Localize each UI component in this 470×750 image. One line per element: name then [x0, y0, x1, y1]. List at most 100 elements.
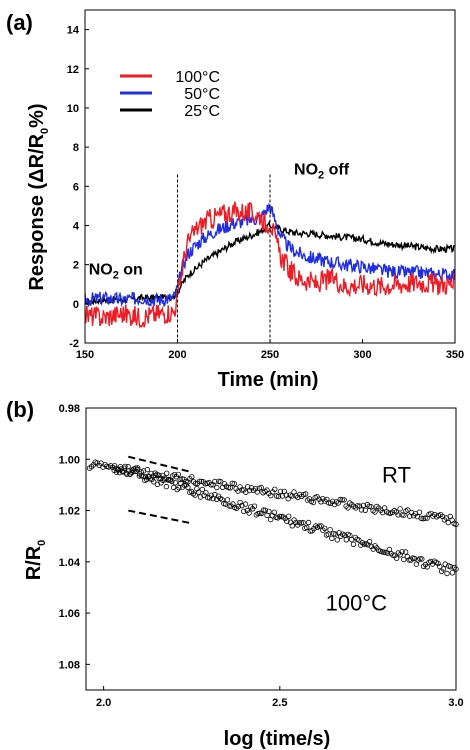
data-point [286, 513, 292, 519]
data-point [444, 570, 450, 577]
data-point [399, 549, 405, 555]
scatter-series-rt [86, 459, 459, 527]
data-point [240, 508, 247, 514]
y-tick-label: 8 [73, 142, 79, 154]
data-point [339, 497, 345, 503]
data-point [302, 491, 309, 497]
data-point [362, 507, 368, 513]
data-point [266, 508, 272, 515]
data-point [251, 503, 258, 509]
data-point [402, 549, 409, 555]
data-point [142, 474, 149, 480]
data-point [152, 472, 159, 479]
x-tick-label: 2.5 [272, 697, 287, 709]
data-point [424, 564, 430, 570]
data-point [397, 552, 403, 558]
panel-b-label: (b) [6, 397, 34, 422]
data-point [422, 515, 428, 521]
data-point [145, 473, 152, 479]
y-tick-label: 1.08 [59, 659, 80, 671]
y-tick-label: 2 [73, 260, 79, 272]
data-point [360, 502, 367, 509]
data-point [242, 501, 249, 507]
y-tick-label: 10 [67, 103, 79, 115]
data-point [399, 512, 405, 518]
y-tick-label: 1.02 [59, 506, 80, 518]
data-point [203, 490, 209, 496]
data-point [395, 550, 402, 556]
data-point [196, 478, 203, 484]
data-point [133, 468, 139, 475]
series-line-100c [84, 201, 456, 329]
data-point [231, 481, 237, 487]
data-point [354, 503, 361, 509]
y-tick-label: 4 [73, 220, 80, 232]
data-point [225, 484, 232, 491]
data-point [325, 531, 331, 537]
data-point [192, 492, 198, 498]
legend-label: 25°C [184, 103, 220, 120]
panel-a-ticks: 150 200 250 300 350 -2 0 2 4 6 8 10 12 14 [67, 25, 464, 361]
data-point [279, 493, 286, 499]
x-tick-label: 3.0 [448, 697, 463, 709]
data-point [185, 484, 191, 490]
data-point [419, 556, 425, 562]
panel-a-y-axis-title: Response (ΔR/R0%) [26, 103, 51, 290]
data-point [332, 531, 339, 537]
data-point [449, 570, 456, 576]
data-point [208, 482, 214, 488]
panel-a-label: (a) [6, 10, 33, 35]
series-label-rt: RT [382, 462, 411, 487]
data-point [411, 555, 418, 562]
data-point [350, 541, 357, 547]
data-point [277, 513, 283, 520]
panel-b-frame [85, 407, 457, 691]
data-point [235, 488, 241, 494]
data-point [183, 479, 189, 485]
data-point [372, 509, 378, 515]
y-tick-label: 1.04 [59, 557, 81, 569]
data-point [122, 463, 128, 470]
y-tick-label: 6 [73, 181, 79, 193]
data-point [175, 471, 181, 478]
data-point [405, 507, 411, 513]
y-tick-label: 12 [67, 64, 79, 76]
panel-a-plot-area [84, 9, 456, 344]
data-point [165, 477, 171, 483]
panel-b: (b) 2.0 2.5 3.0 0.98 1.00 1.02 1.04 1.06 1.08 lo… [6, 397, 464, 750]
data-point [174, 486, 180, 493]
data-point [239, 487, 245, 493]
legend-label: 100°C [175, 69, 220, 86]
data-point [300, 519, 306, 526]
data-point [272, 486, 278, 492]
x-tick-label: 300 [353, 349, 371, 361]
data-point [337, 496, 343, 503]
data-point [334, 537, 340, 543]
data-point [322, 525, 328, 531]
data-point [257, 510, 263, 516]
y-tick-label: 0.98 [59, 403, 80, 415]
data-point [397, 506, 403, 512]
y-tick-label: 14 [67, 25, 80, 37]
panel-a-legend: 100°C50°C25°C [120, 69, 220, 120]
data-point [393, 555, 400, 561]
data-point [284, 518, 290, 524]
data-point [316, 523, 322, 529]
data-point [169, 478, 175, 485]
data-point [280, 514, 286, 520]
data-point [262, 507, 268, 513]
panel-b-plot-area [85, 407, 459, 691]
data-point [305, 519, 312, 526]
series-label-100c: 100°C [326, 591, 388, 616]
data-point [260, 507, 267, 513]
data-point [416, 509, 423, 515]
data-point [275, 493, 282, 500]
data-point [134, 466, 141, 473]
data-point [341, 532, 348, 538]
annotation-no2-on: NO2 on [89, 261, 143, 281]
data-point [345, 505, 351, 511]
y-tick-label: 0 [73, 299, 79, 311]
panel-a-x-axis-title: Time (min) [218, 369, 319, 391]
data-point [224, 497, 231, 503]
data-point [239, 502, 245, 509]
